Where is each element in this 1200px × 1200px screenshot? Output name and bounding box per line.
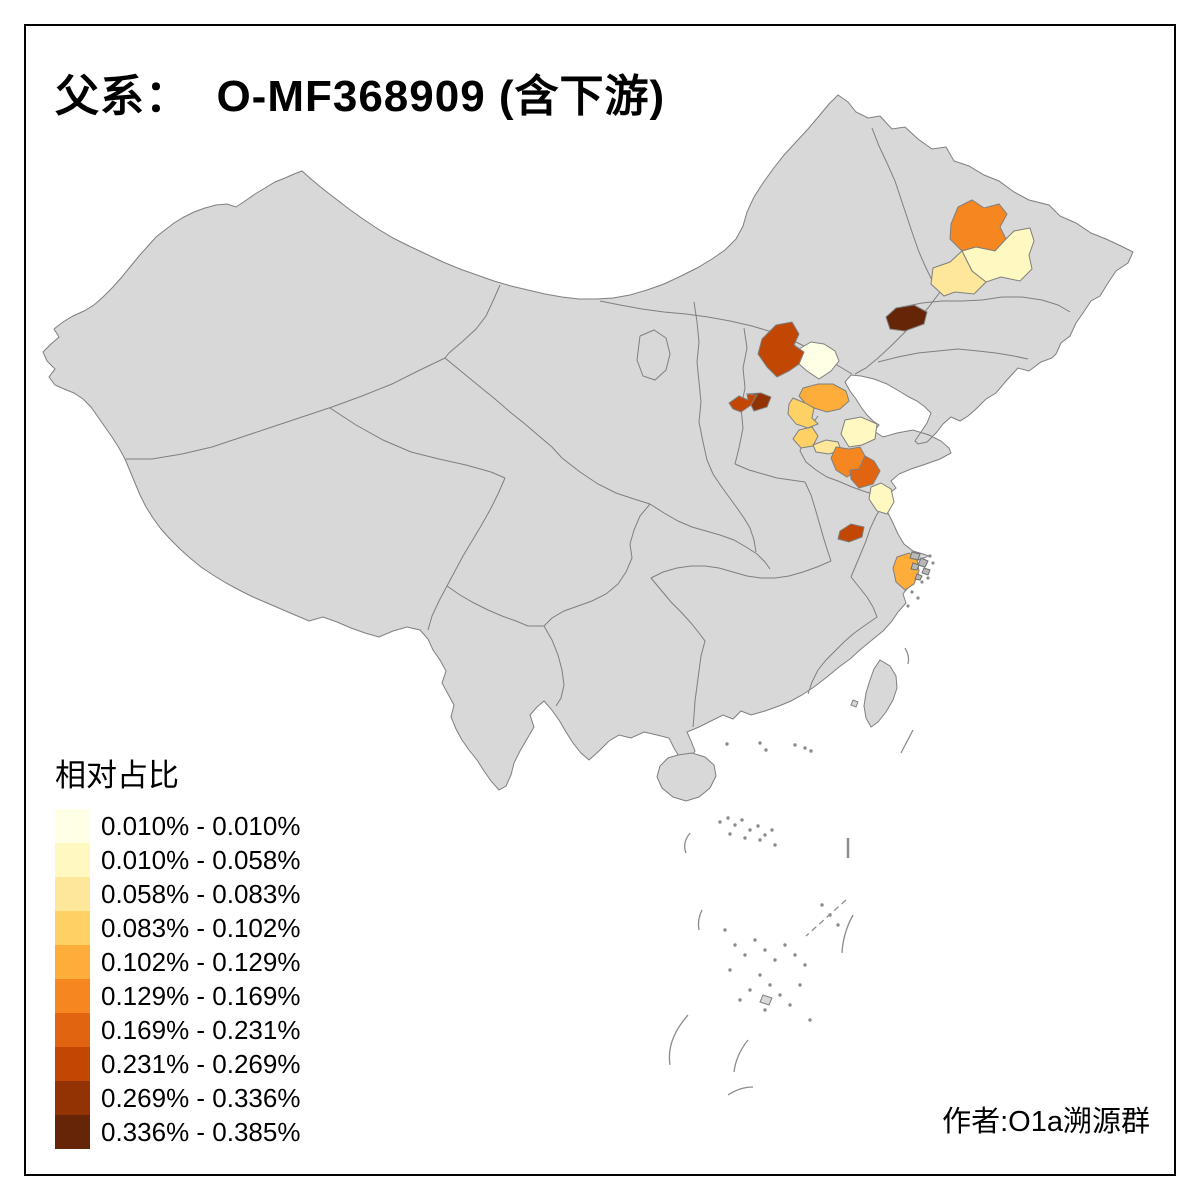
legend-label: 0.169% - 0.231% <box>101 1015 301 1045</box>
plot-title: 父系： O-MF368909 (含下游) <box>55 72 666 121</box>
legend-row: 0.231% - 0.269% <box>55 1047 300 1081</box>
legend-swatch <box>55 911 90 945</box>
legend-label: 0.102% - 0.129% <box>101 947 301 977</box>
legend-label: 0.129% - 0.169% <box>101 981 301 1011</box>
legend-row: 0.010% - 0.058% <box>55 843 300 877</box>
legend-row: 0.010% - 0.010% <box>55 809 300 843</box>
region-north-2 <box>793 341 840 380</box>
legend-label: 0.010% - 0.058% <box>101 845 301 875</box>
hainan-island <box>656 752 717 802</box>
legend-row: 0.169% - 0.231% <box>55 1013 300 1047</box>
region-east-1 <box>798 383 850 413</box>
legend-swatch <box>55 809 90 843</box>
legend-label: 0.058% - 0.083% <box>101 879 301 909</box>
legend-label: 0.269% - 0.336% <box>101 1083 301 1113</box>
region-north-4 <box>746 392 772 412</box>
legend-swatch <box>55 945 90 979</box>
legend-row: 0.129% - 0.169% <box>55 979 300 1013</box>
islands <box>656 659 898 802</box>
choropleth-regions <box>728 199 1035 591</box>
legend-swatch <box>55 843 90 877</box>
region-northeast-4 <box>885 304 928 332</box>
legend-row: 0.083% - 0.102% <box>55 911 300 945</box>
region-northeast-1 <box>949 199 1008 252</box>
penghu-islet <box>850 699 859 708</box>
legend-row: 0.336% - 0.385% <box>55 1115 300 1149</box>
region-north-1 <box>757 321 805 378</box>
legend-label: 0.336% - 0.385% <box>101 1117 301 1147</box>
legend-swatch <box>55 1115 90 1149</box>
legend-swatch <box>55 1013 90 1047</box>
legend-title: 相对占比 <box>55 758 179 793</box>
small-islet <box>759 994 773 1006</box>
south-china-sea-islands <box>668 647 914 1096</box>
legend-swatch <box>55 979 90 1013</box>
legend-row: 0.058% - 0.083% <box>55 877 300 911</box>
region-northeast-3 <box>930 250 987 297</box>
attribution-text: 作者:O1a溯源群 <box>942 1106 1150 1138</box>
region-east-5 <box>840 416 878 448</box>
china-mainland-shape <box>42 94 1134 791</box>
legend-label: 0.083% - 0.102% <box>101 913 301 943</box>
taiwan-island <box>863 659 898 728</box>
legend-swatch <box>55 877 90 911</box>
legend-swatch <box>55 1047 90 1081</box>
legend-label: 0.010% - 0.010% <box>101 811 301 841</box>
legend-row: 0.102% - 0.129% <box>55 945 300 979</box>
region-east-9 <box>837 523 865 543</box>
legend: 相对占比 0.010% - 0.010% 0.010% - 0.058% 0.058… <box>55 750 300 1149</box>
legend-rows: 0.010% - 0.010% 0.010% - 0.058% 0.058% - 0… <box>55 809 300 1149</box>
region-east-7 <box>849 455 881 489</box>
legend-swatch <box>55 1081 90 1115</box>
shanghai-island-cluster <box>906 551 935 608</box>
legend-label: 0.231% - 0.269% <box>101 1049 301 1079</box>
region-east-2 <box>787 397 819 429</box>
region-east-8 <box>868 482 895 515</box>
legend-row: 0.269% - 0.336% <box>55 1081 300 1115</box>
